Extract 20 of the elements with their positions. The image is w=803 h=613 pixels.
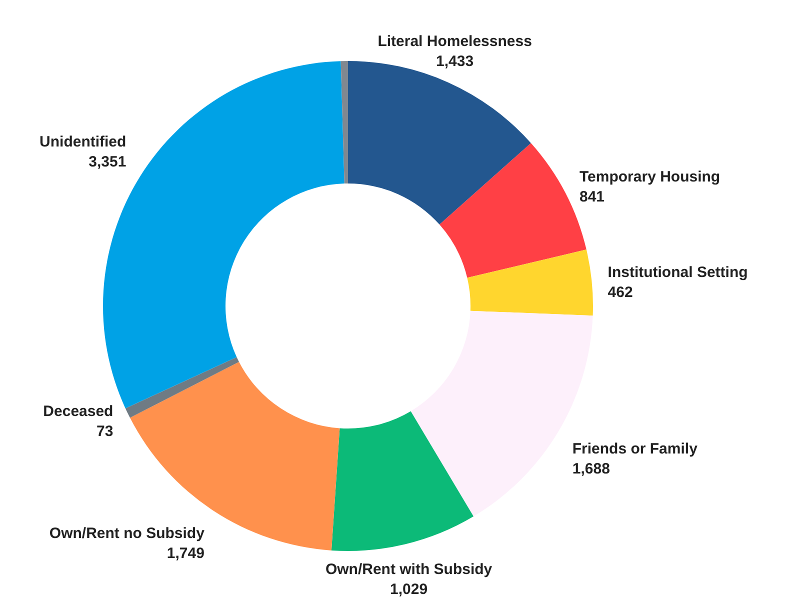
slice-label: Literal Homelessness <box>378 32 532 50</box>
data-label: 1,029 <box>390 580 428 598</box>
data-label: 841 <box>580 188 605 206</box>
slice-label: Own/Rent with Subsidy <box>325 560 493 578</box>
data-label: 3,351 <box>88 153 126 170</box>
data-label: 1,749 <box>166 544 204 562</box>
slice-label: Unidentified <box>40 133 126 150</box>
donut-slice <box>340 61 348 184</box>
slice-label: Friends or Family <box>572 440 698 458</box>
slice-label: Temporary Housing <box>580 168 720 186</box>
donut-slice <box>331 411 474 551</box>
slice-label: Deceased <box>43 403 114 420</box>
slice-label: Institutional Setting <box>608 264 748 281</box>
data-label: 462 <box>608 284 633 301</box>
slice-label: Own/Rent no Subsidy <box>49 524 206 542</box>
data-label: 1,433 <box>436 52 474 70</box>
data-label: 1,688 <box>572 460 610 478</box>
donut-slice <box>125 357 239 418</box>
data-label: 73 <box>96 423 114 440</box>
donut-slice <box>467 250 593 316</box>
